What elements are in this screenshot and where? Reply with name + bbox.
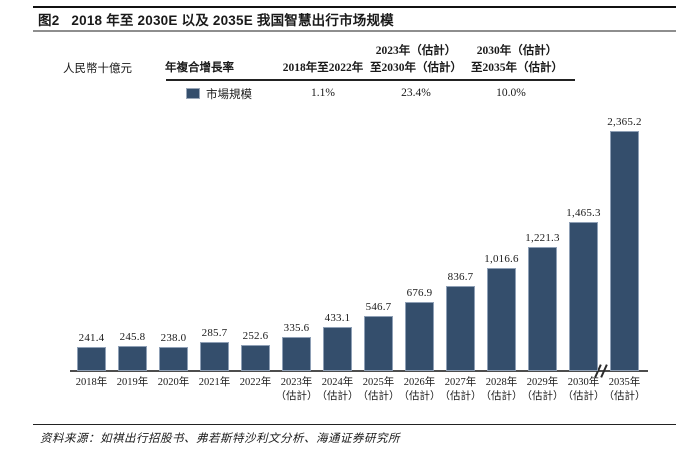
x-tick-label: 2020年 — [157, 377, 190, 388]
bar-value-label: 1,016.6 — [484, 252, 519, 265]
x-tick-label: 2026年 （估計） — [398, 377, 441, 402]
figure-number: 图2 — [38, 13, 60, 28]
x-tick-label: 2018年 — [75, 377, 108, 388]
bar-2024年（估計） — [323, 327, 352, 371]
bar-2030年（估計） — [569, 222, 598, 371]
figure-title: 图2 2018 年至 2030E 以及 2035E 我国智慧出行市场规模 — [38, 11, 658, 30]
bar-value-label: 836.7 — [447, 271, 474, 284]
bar-value-label: 676.9 — [406, 287, 433, 300]
cagr-value-2030e-2035e: 10.0% — [496, 87, 526, 99]
cagr-table-row-header: 年複合增長率 — [165, 61, 234, 74]
cagr-value-2023e-2030e: 23.4% — [401, 87, 431, 99]
x-tick-label: 2019年 — [116, 377, 149, 388]
bar-2019年 — [118, 346, 147, 371]
cagr-column-2018-2022: 2018年至2022年 — [282, 61, 364, 74]
bar-2035年（估計） — [610, 131, 639, 371]
bar-2023年（估計） — [282, 336, 311, 371]
bar-2022年 — [241, 345, 270, 371]
bar-2027年（估計） — [446, 286, 475, 371]
legend-swatch-market-size — [186, 88, 200, 99]
legend-label-market-size: 市場規模 — [206, 89, 252, 101]
bar-value-label: 252.6 — [242, 330, 269, 343]
x-tick-label: 2028年 （估計） — [480, 377, 523, 402]
x-tick-label: 2022年 — [239, 377, 272, 388]
x-tick-label: 2030年 （估計） — [562, 377, 605, 402]
footer-rule — [33, 424, 676, 426]
bar-value-label: 335.6 — [283, 321, 310, 334]
x-axis-line — [70, 370, 648, 373]
bar-value-label: 245.8 — [119, 331, 146, 344]
cagr-table-rule — [166, 79, 575, 81]
bar-value-label: 1,221.3 — [525, 232, 560, 245]
bar-2025年（估計） — [364, 315, 393, 371]
bar-value-label: 241.4 — [78, 331, 105, 344]
x-tick-label: 2023年 （估計） — [275, 377, 318, 402]
bar-value-label: 238.0 — [160, 331, 187, 344]
bar-2026年（估計） — [405, 302, 434, 371]
bar-value-label: 546.7 — [365, 300, 392, 313]
x-tick-label: 2029年 （估計） — [521, 377, 564, 402]
bar-value-label: 433.1 — [324, 312, 351, 325]
source-note: 资料来源：如祺出行招股书、弗若斯特沙利文分析、海通证券研究所 — [40, 433, 400, 445]
bar-2028年（估計） — [487, 267, 516, 371]
bar-2021年 — [200, 342, 229, 371]
x-tick-label: 2035年 （估計） — [603, 377, 646, 402]
x-tick-label: 2027年 （估計） — [439, 377, 482, 402]
x-tick-label: 2025年 （估計） — [357, 377, 400, 402]
cagr-column-2023e-2030e: 2023年（估計） 至2030年（估計） — [370, 45, 462, 74]
title-top-rule — [33, 6, 676, 8]
bar-value-label: 285.7 — [201, 327, 228, 339]
cagr-column-2030e-2035e: 2030年（估計） 至2035年（估計） — [471, 45, 563, 74]
bar-2018年 — [77, 346, 106, 371]
title-bottom-rule — [33, 30, 676, 32]
x-tick-label: 2024年 （估計） — [316, 377, 359, 402]
cagr-value-2018-2022: 1.1% — [311, 87, 335, 99]
bar-2020年 — [159, 346, 188, 371]
figure-title-text: 2018 年至 2030E 以及 2035E 我国智慧出行市场规模 — [71, 13, 394, 28]
y-unit-label: 人民幣十億元 — [63, 63, 132, 75]
x-tick-label: 2021年 — [198, 377, 231, 388]
bar-value-label: 1,465.3 — [566, 207, 601, 220]
bar-2029年（估計） — [528, 247, 557, 371]
bar-value-label: 2,365.2 — [607, 116, 642, 128]
